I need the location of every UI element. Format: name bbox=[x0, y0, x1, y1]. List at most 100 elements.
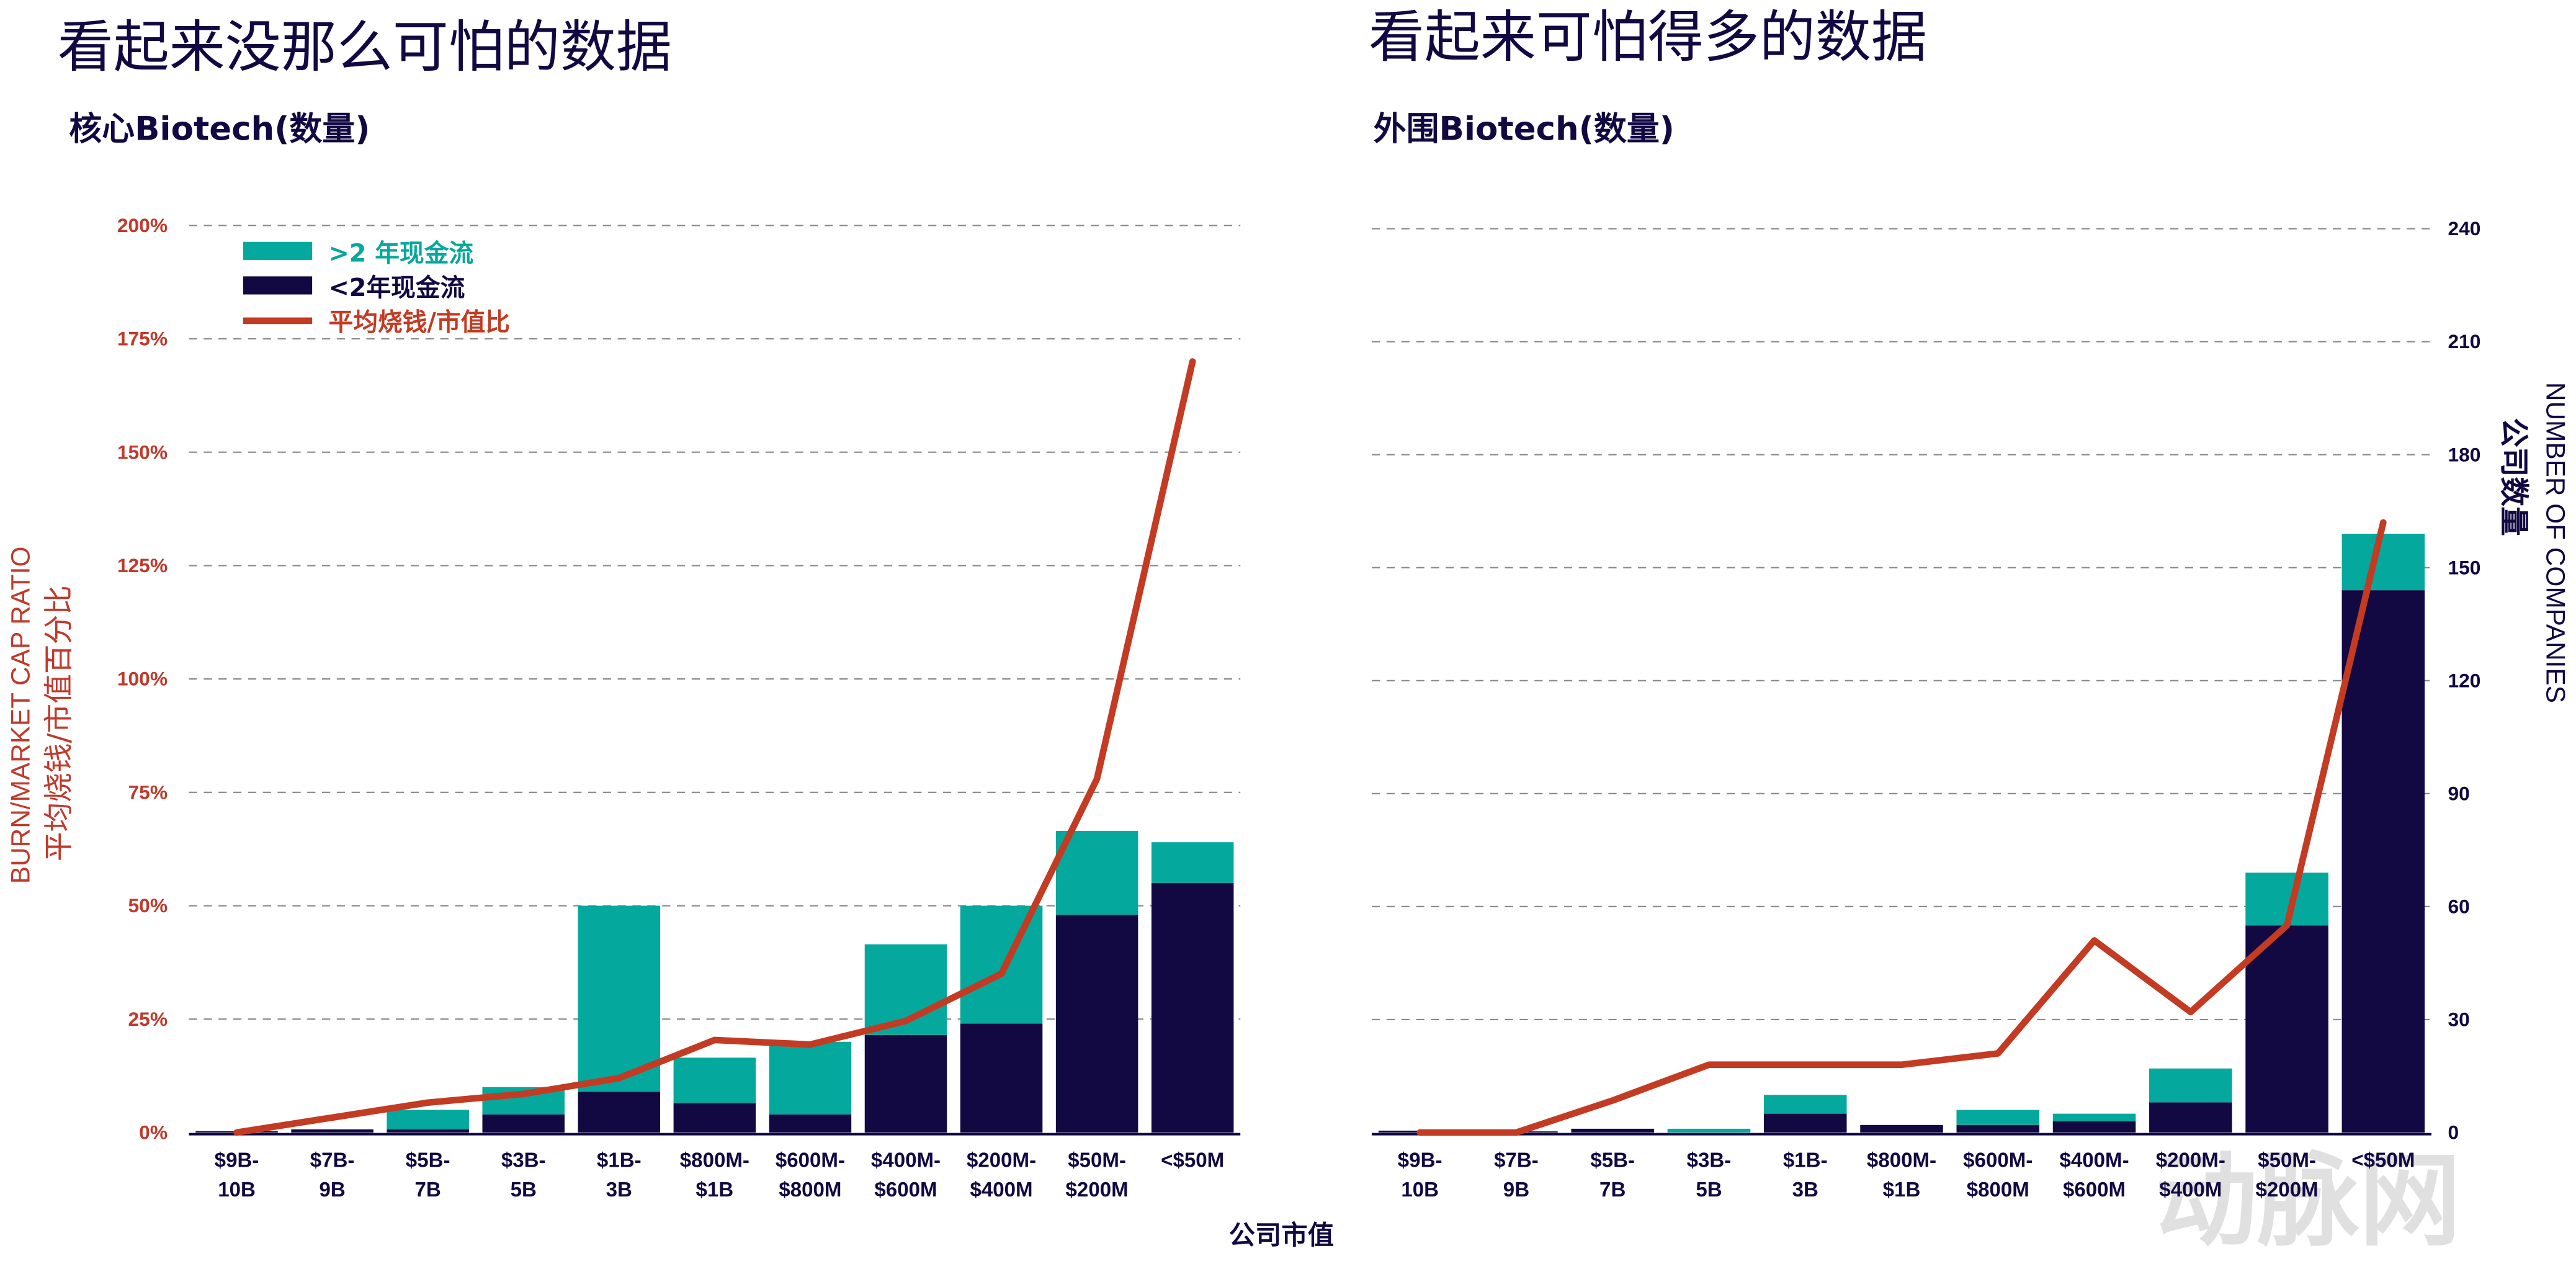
y-tick-label: 210 bbox=[2448, 330, 2480, 352]
bar-less-than-2y bbox=[2245, 925, 2328, 1133]
bar-less-than-2y bbox=[864, 1034, 947, 1133]
x-tick-label: 3B bbox=[1792, 1178, 1818, 1201]
bar-less-than-2y bbox=[482, 1114, 565, 1133]
watermark-logo: 动脉网 bbox=[2155, 1144, 2461, 1258]
y-axis-title-en: BURN/MARKET CAP RATIO bbox=[6, 547, 35, 884]
x-tick-label: 5B bbox=[511, 1178, 537, 1201]
x-tick-label: 9B bbox=[319, 1178, 345, 1201]
bar-less-than-2y bbox=[291, 1129, 373, 1133]
bar-more-than-2y bbox=[1763, 1095, 1847, 1114]
x-tick-label: $800M- bbox=[1867, 1149, 1936, 1172]
burn-ratio-point bbox=[1995, 1051, 2001, 1056]
x-tick-label: $400M bbox=[970, 1178, 1032, 1201]
bar-more-than-2y bbox=[2052, 1113, 2136, 1121]
bar-less-than-2y bbox=[2149, 1102, 2232, 1133]
y-tick-label: 60 bbox=[2448, 895, 2469, 917]
legend-label: 平均烧钱/市值比 bbox=[329, 308, 510, 337]
right-chart: 0 30 60 90 120 150 180 210 240 $9B- 10B $7B- 9B $5B- 7… bbox=[1372, 217, 2570, 1201]
x-tick-label: $200M bbox=[1066, 1178, 1129, 1201]
y-tick-label: 30 bbox=[2448, 1008, 2469, 1030]
x-tick-label: $3B- bbox=[501, 1149, 546, 1172]
y-tick-label: 150% bbox=[117, 441, 168, 463]
bar-less-than-2y bbox=[960, 1023, 1043, 1133]
bar-more-than-2y bbox=[769, 1041, 852, 1115]
burn-ratio-point bbox=[234, 1129, 239, 1135]
x-tick-label: $7B- bbox=[310, 1149, 355, 1172]
bar-more-than-2y bbox=[578, 905, 661, 1092]
burn-ratio-point bbox=[999, 971, 1004, 977]
bar-less-than-2y bbox=[1151, 882, 1234, 1133]
x-tick-label: $400M- bbox=[2059, 1149, 2129, 1172]
x-tick-label: 7B bbox=[1599, 1178, 1626, 1201]
x-tick-label: 5B bbox=[1696, 1178, 1722, 1201]
bar-more-than-2y bbox=[1151, 842, 1234, 883]
burn-ratio-point bbox=[521, 1091, 526, 1097]
y-tick-label: 150 bbox=[2448, 556, 2480, 578]
x-tick-label: <$50M bbox=[1161, 1149, 1224, 1172]
y-tick-label: 0 bbox=[2448, 1121, 2459, 1144]
y-axis-title-cn: 公司数量 bbox=[2496, 418, 2530, 536]
burn-ratio-point bbox=[1899, 1062, 1904, 1067]
x-tick-label: $600M bbox=[874, 1178, 937, 1201]
bar-more-than-2y bbox=[2149, 1068, 2232, 1103]
bar-less-than-2y bbox=[1956, 1124, 2040, 1133]
x-tick-label: $7B- bbox=[1494, 1149, 1539, 1172]
left-chart: 0% 25% 50% 75% 100% 125% 150% 175% 200% $9B- 10B $7… bbox=[6, 214, 1241, 1201]
x-axis-title: 公司市值 bbox=[1229, 1221, 1334, 1250]
y-axis-title-cn: 平均烧钱/市值百分比 bbox=[42, 585, 76, 861]
y-tick-label: 175% bbox=[117, 328, 168, 350]
x-tick-label: $600M- bbox=[776, 1149, 845, 1172]
left-subtitle: 核心Biotech(数量) bbox=[69, 110, 370, 148]
right-title: 看起来可怕得多的数据 bbox=[1369, 5, 1927, 70]
bar-less-than-2y bbox=[673, 1103, 756, 1133]
bar-less-than-2y bbox=[578, 1092, 661, 1133]
x-tick-label: $200M bbox=[2256, 1178, 2319, 1201]
burn-ratio-point bbox=[1094, 776, 1100, 781]
burn-ratio-point bbox=[712, 1037, 717, 1043]
burn-ratio-point bbox=[1802, 1062, 1808, 1067]
x-tick-label: $400M bbox=[2159, 1178, 2222, 1201]
legend-swatch bbox=[243, 276, 313, 295]
x-tick-label: $9B- bbox=[215, 1149, 259, 1172]
burn-ratio-point bbox=[2284, 923, 2290, 928]
burn-ratio-line bbox=[233, 358, 1196, 1136]
bar-more-than-2y bbox=[2341, 534, 2425, 591]
x-tick-label: $5B- bbox=[1590, 1149, 1635, 1172]
legend-label: <2年现金流 bbox=[329, 274, 465, 302]
bar-more-than-2y bbox=[673, 1057, 756, 1103]
burn-ratio-point bbox=[329, 1115, 335, 1120]
x-tick-label: $5B- bbox=[406, 1149, 450, 1172]
bar-less-than-2y bbox=[769, 1114, 852, 1133]
x-tick-label: 10B bbox=[218, 1178, 256, 1201]
y-tick-label: 100% bbox=[117, 668, 168, 690]
bar-less-than-2y bbox=[1055, 915, 1138, 1133]
y-tick-label: 120 bbox=[2448, 669, 2480, 691]
y-tick-label: 0% bbox=[139, 1121, 168, 1144]
legend-swatch bbox=[243, 317, 313, 325]
x-tick-label: $1B- bbox=[597, 1149, 642, 1172]
x-tick-label: $1B bbox=[1883, 1178, 1921, 1201]
legend-label: >2 年现金流 bbox=[329, 240, 474, 268]
burn-ratio-line bbox=[1416, 519, 2387, 1136]
burn-ratio-point bbox=[1417, 1129, 1423, 1135]
burn-ratio-point bbox=[2381, 519, 2386, 525]
y-tick-label: 90 bbox=[2448, 782, 2469, 804]
bar-less-than-2y bbox=[2341, 590, 2425, 1133]
burn-ratio-point bbox=[1706, 1062, 1712, 1067]
x-tick-label: 9B bbox=[1503, 1178, 1529, 1201]
bar-less-than-2y bbox=[1763, 1113, 1847, 1133]
left-title: 看起来没那么可怕的数据 bbox=[58, 14, 672, 79]
bar-less-than-2y bbox=[2052, 1121, 2136, 1133]
x-tick-label: $1B bbox=[696, 1178, 734, 1201]
x-tick-label: $9B- bbox=[1398, 1149, 1442, 1172]
x-tick-label: $600M- bbox=[1963, 1149, 2033, 1172]
burn-ratio-point bbox=[425, 1100, 431, 1105]
burn-ratio-point bbox=[2188, 1009, 2193, 1015]
x-tick-label: <$50M bbox=[2351, 1149, 2415, 1172]
x-tick-label: $600M bbox=[2063, 1178, 2126, 1201]
burn-ratio-point bbox=[1513, 1129, 1519, 1135]
x-tick-label: $200M- bbox=[967, 1149, 1036, 1172]
y-tick-label: 75% bbox=[128, 781, 168, 803]
x-tick-label: $800M- bbox=[680, 1149, 749, 1172]
